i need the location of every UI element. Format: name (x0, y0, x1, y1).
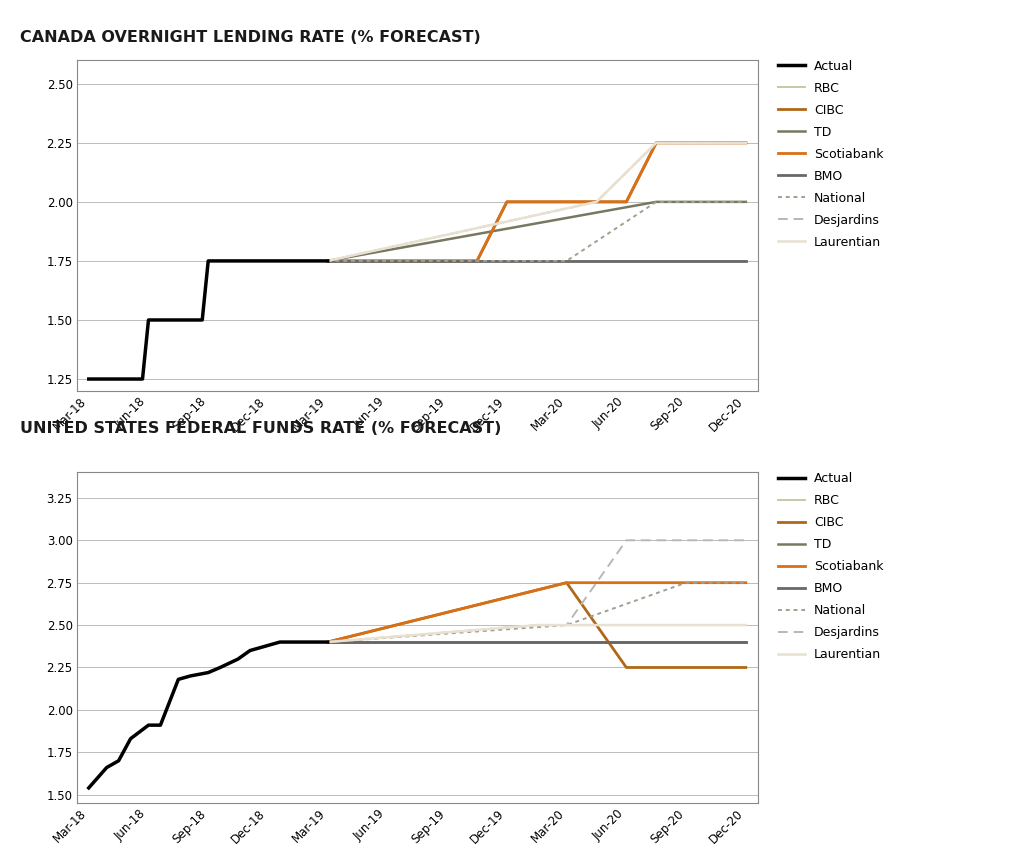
Legend: Actual, RBC, CIBC, TD, Scotiabank, BMO, National, Desjardins, Laurentian: Actual, RBC, CIBC, TD, Scotiabank, BMO, … (777, 472, 884, 661)
Text: CANADA OVERNIGHT LENDING RATE (% FORECAST): CANADA OVERNIGHT LENDING RATE (% FORECAS… (20, 30, 481, 45)
Legend: Actual, RBC, CIBC, TD, Scotiabank, BMO, National, Desjardins, Laurentian: Actual, RBC, CIBC, TD, Scotiabank, BMO, … (777, 60, 884, 249)
Text: UNITED STATES FEDERAL FUNDS RATE (% FORECAST): UNITED STATES FEDERAL FUNDS RATE (% FORE… (20, 421, 502, 436)
